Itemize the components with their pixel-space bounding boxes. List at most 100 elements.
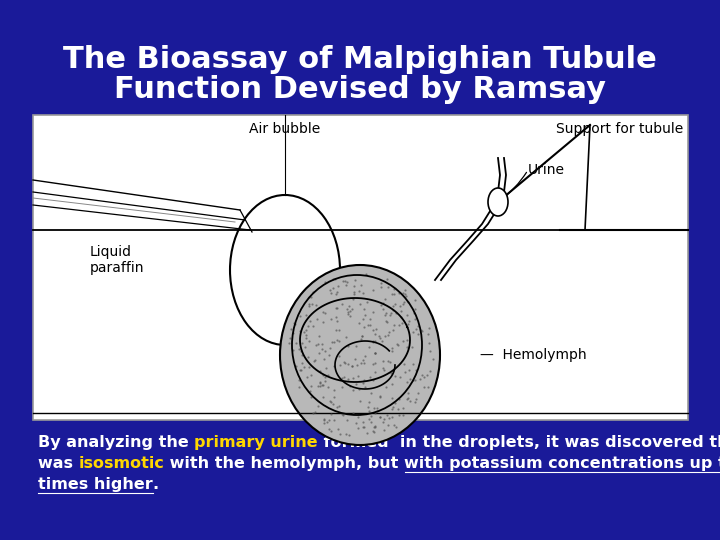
Point (364, 398, 375, 407)
Point (330, 313, 342, 321)
Point (323, 370, 334, 379)
Point (296, 339, 307, 347)
Point (397, 404, 409, 413)
Point (343, 359, 354, 368)
Point (357, 289, 369, 298)
Point (378, 366, 390, 375)
Point (395, 307, 406, 315)
Point (386, 289, 397, 298)
Point (385, 368, 397, 377)
Point (357, 379, 369, 387)
Point (418, 383, 430, 391)
Point (328, 275, 339, 284)
Point (317, 371, 328, 380)
Point (422, 382, 433, 391)
Text: .: . (153, 477, 159, 492)
Point (330, 290, 342, 299)
Point (324, 343, 336, 352)
Point (331, 335, 343, 344)
Text: Air bubble: Air bubble (249, 122, 320, 136)
Point (386, 413, 397, 421)
Point (401, 336, 413, 345)
Point (353, 424, 364, 433)
Point (334, 361, 346, 369)
Point (381, 318, 392, 326)
Point (402, 394, 414, 402)
Point (397, 410, 408, 419)
Text: was: was (38, 456, 78, 471)
Point (374, 334, 385, 342)
Point (310, 341, 321, 350)
Point (314, 349, 325, 357)
Point (355, 280, 366, 289)
Point (303, 300, 315, 309)
Point (331, 316, 343, 325)
Point (374, 332, 385, 340)
Point (302, 321, 314, 330)
Text: By analyzing the: By analyzing the (38, 435, 194, 450)
Point (428, 355, 439, 363)
Point (379, 294, 391, 303)
Point (410, 324, 421, 333)
Point (343, 431, 355, 440)
Point (374, 413, 385, 421)
Point (423, 339, 435, 347)
Point (390, 300, 401, 308)
Point (415, 326, 427, 334)
Point (309, 357, 320, 366)
Point (323, 416, 335, 424)
Point (401, 343, 413, 352)
Point (314, 367, 325, 375)
Text: with potassium concentrations up to 20: with potassium concentrations up to 20 (405, 456, 720, 471)
Text: primary urine: primary urine (194, 435, 318, 450)
Ellipse shape (280, 265, 440, 445)
Point (407, 376, 418, 384)
Point (303, 337, 315, 346)
Point (305, 382, 317, 390)
Point (312, 339, 323, 348)
Point (316, 345, 328, 353)
Point (325, 286, 336, 294)
Point (363, 342, 374, 351)
Text: Liquid
paraffin: Liquid paraffin (90, 245, 145, 275)
Point (417, 327, 428, 335)
Point (413, 389, 424, 397)
Point (396, 319, 408, 328)
Point (386, 394, 397, 402)
Point (359, 359, 370, 367)
Point (361, 298, 372, 306)
Point (354, 300, 366, 309)
Point (359, 352, 371, 360)
Point (382, 421, 394, 430)
Point (298, 327, 310, 336)
Point (287, 328, 299, 337)
Point (368, 423, 379, 432)
Point (402, 298, 414, 307)
Point (390, 309, 402, 318)
Point (349, 355, 361, 364)
Point (354, 384, 365, 393)
Point (352, 372, 364, 381)
Point (369, 337, 381, 346)
Point (328, 338, 340, 346)
Point (318, 416, 330, 424)
Point (353, 318, 364, 327)
Point (333, 326, 345, 334)
Point (387, 343, 398, 352)
Point (397, 337, 408, 346)
Point (307, 321, 319, 330)
Text: Support for tubule: Support for tubule (557, 122, 683, 136)
Point (358, 315, 369, 323)
Point (328, 386, 340, 394)
Point (300, 325, 312, 334)
Point (404, 375, 415, 383)
Point (395, 373, 406, 381)
Point (325, 409, 336, 418)
Point (318, 318, 329, 326)
Point (356, 332, 367, 341)
Point (364, 373, 375, 381)
Point (330, 275, 341, 284)
Point (381, 410, 392, 419)
Point (316, 340, 328, 348)
Point (380, 383, 392, 391)
